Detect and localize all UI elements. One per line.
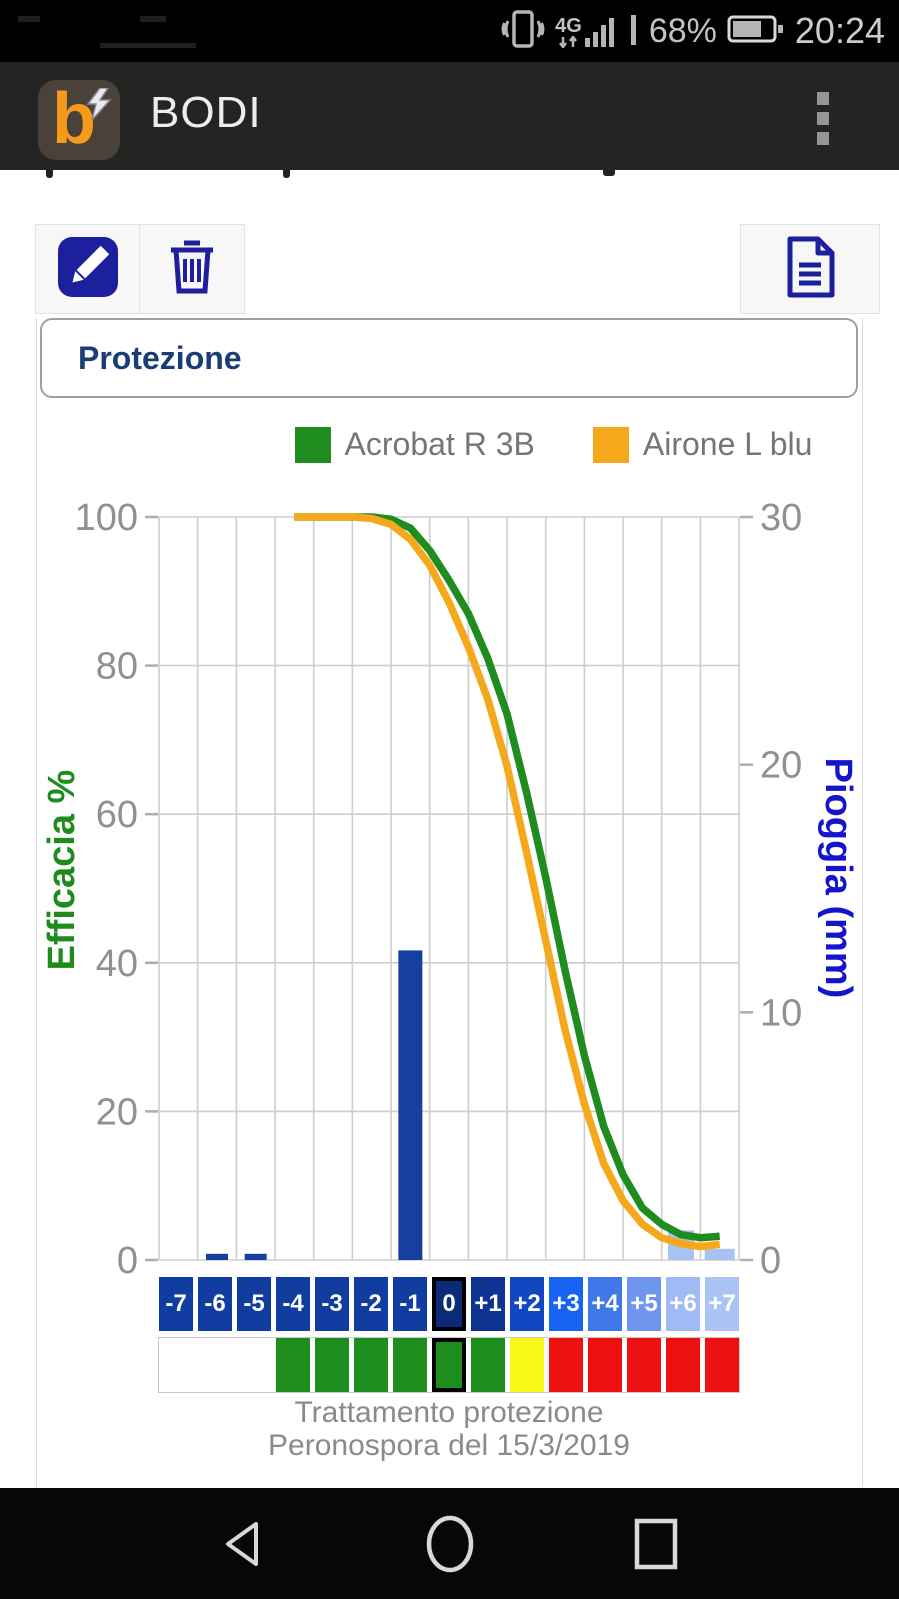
- right-tick-label: 30: [760, 497, 802, 539]
- day-label-box[interactable]: +2: [510, 1277, 544, 1331]
- right-tick-label: 10: [760, 992, 802, 1034]
- battery-icon: [727, 14, 785, 49]
- signal-bars-icon: [629, 11, 639, 52]
- legend-swatch-airone: [592, 426, 629, 463]
- edit-button[interactable]: [35, 224, 140, 314]
- logo-b-glyph: b: [52, 79, 96, 159]
- clipped-text-remnant: [46, 170, 53, 178]
- trash-icon: [163, 235, 221, 304]
- document-icon: [782, 235, 838, 304]
- pencil-icon: [56, 235, 120, 304]
- caption-line-1: Trattamento protezione: [294, 1396, 604, 1429]
- chart-caption: Trattamento protezione Peronospora del 1…: [99, 1396, 799, 1462]
- chart-legend: Acrobat R 3B Airone L blu: [0, 426, 899, 463]
- notification-remnant: [100, 43, 196, 48]
- status-cell-yellow: [510, 1338, 544, 1392]
- caption-line-2: Peronospora del 15/3/2019: [268, 1429, 630, 1462]
- left-tick-label: 60: [96, 794, 138, 836]
- rain-bar: [206, 1253, 229, 1260]
- recents-icon[interactable]: [631, 1516, 681, 1572]
- home-icon[interactable]: [422, 1514, 478, 1574]
- battery-percent-label: 68%: [648, 11, 717, 50]
- delete-button[interactable]: [139, 224, 245, 314]
- day-label-box[interactable]: +4: [588, 1277, 622, 1331]
- clock-label: 20:24: [794, 10, 885, 51]
- clipped-text-remnant: [283, 170, 290, 178]
- series-line-1: [294, 513, 721, 1251]
- left-tick-label: 0: [117, 1240, 138, 1282]
- status-cell-empty: [159, 1338, 193, 1392]
- app-bar: b BODI: [0, 62, 899, 170]
- status-cell-empty: [198, 1338, 232, 1392]
- left-axis-title: Efficacia %: [41, 770, 83, 971]
- day-label-box[interactable]: -3: [315, 1277, 349, 1331]
- lightning-bolt-icon: [86, 87, 112, 125]
- chart-card: [36, 318, 863, 1487]
- signal-4g-icon: 4G: [555, 14, 619, 48]
- day-label-box[interactable]: -4: [276, 1277, 310, 1331]
- app-logo: b: [38, 79, 120, 160]
- status-cell-empty: [237, 1338, 271, 1392]
- overflow-menu-icon[interactable]: [817, 92, 829, 145]
- legend-label: Airone L blu: [642, 426, 813, 462]
- status-bar: 4G 68% 20:24: [0, 0, 899, 62]
- status-cell-green: [354, 1338, 388, 1392]
- protection-status-strip: [158, 1337, 740, 1393]
- chart-svg: 0 20 40 60 80 100 0 10 20 30 Efficacia % Pioggia (m…: [41, 497, 859, 1282]
- status-cell-red: [705, 1338, 739, 1392]
- rain-bar: [704, 1248, 735, 1260]
- status-cell-red: [627, 1338, 661, 1392]
- left-tick-label: 40: [96, 943, 138, 985]
- android-nav-bar: [0, 1488, 899, 1599]
- right-tick-label: 20: [760, 745, 802, 787]
- legend-swatch-acrobat: [294, 426, 331, 463]
- day-label-box[interactable]: -6: [198, 1277, 232, 1331]
- right-tick-label: 0: [760, 1240, 781, 1282]
- vibrate-icon: [501, 8, 545, 55]
- left-tick-label: 20: [96, 1091, 138, 1133]
- left-tick-label: 80: [96, 646, 138, 688]
- day-axis-strip: -7 -6 -5 -4 -3 -2 -1 0 +1 +2 +3 +4 +5 +6 +7: [159, 1277, 739, 1331]
- day-label-box[interactable]: -5: [237, 1277, 271, 1331]
- day-label-box[interactable]: 0: [432, 1277, 466, 1331]
- notification-remnant: [18, 16, 40, 22]
- day-label-box[interactable]: -1: [393, 1277, 427, 1331]
- left-tick-label: 100: [75, 497, 138, 539]
- clipped-text-remnant: [603, 170, 615, 176]
- right-axis-title: Pioggia (mm): [817, 758, 859, 999]
- status-cell-green: [276, 1338, 310, 1392]
- status-cell-red: [588, 1338, 622, 1392]
- panel-title: Protezione: [78, 339, 242, 376]
- network-type-label: 4G: [555, 15, 582, 37]
- status-cell-green: [471, 1338, 505, 1392]
- notification-remnant: [140, 16, 166, 22]
- app-title: BODI: [150, 88, 262, 137]
- rain-bar: [398, 950, 423, 1260]
- day-label-box[interactable]: +3: [549, 1277, 583, 1331]
- day-label-box[interactable]: +5: [627, 1277, 661, 1331]
- legend-item: Airone L blu: [592, 426, 813, 463]
- day-label-box[interactable]: -7: [159, 1277, 193, 1331]
- status-cell-green: [315, 1338, 349, 1392]
- back-icon[interactable]: [218, 1518, 268, 1570]
- panel-header-protezione[interactable]: Protezione: [40, 318, 858, 398]
- day-label-box[interactable]: +7: [705, 1277, 739, 1331]
- legend-item: Acrobat R 3B: [294, 426, 535, 463]
- status-cell-red: [666, 1338, 700, 1392]
- report-button[interactable]: [740, 224, 880, 314]
- status-cell-red: [549, 1338, 583, 1392]
- status-cell-green: [393, 1338, 427, 1392]
- legend-label: Acrobat R 3B: [344, 426, 535, 462]
- rain-bar: [244, 1253, 267, 1260]
- day-label-box[interactable]: +6: [666, 1277, 700, 1331]
- day-label-box[interactable]: +1: [471, 1277, 505, 1331]
- status-cell-green: [432, 1338, 466, 1392]
- day-label-box[interactable]: -2: [354, 1277, 388, 1331]
